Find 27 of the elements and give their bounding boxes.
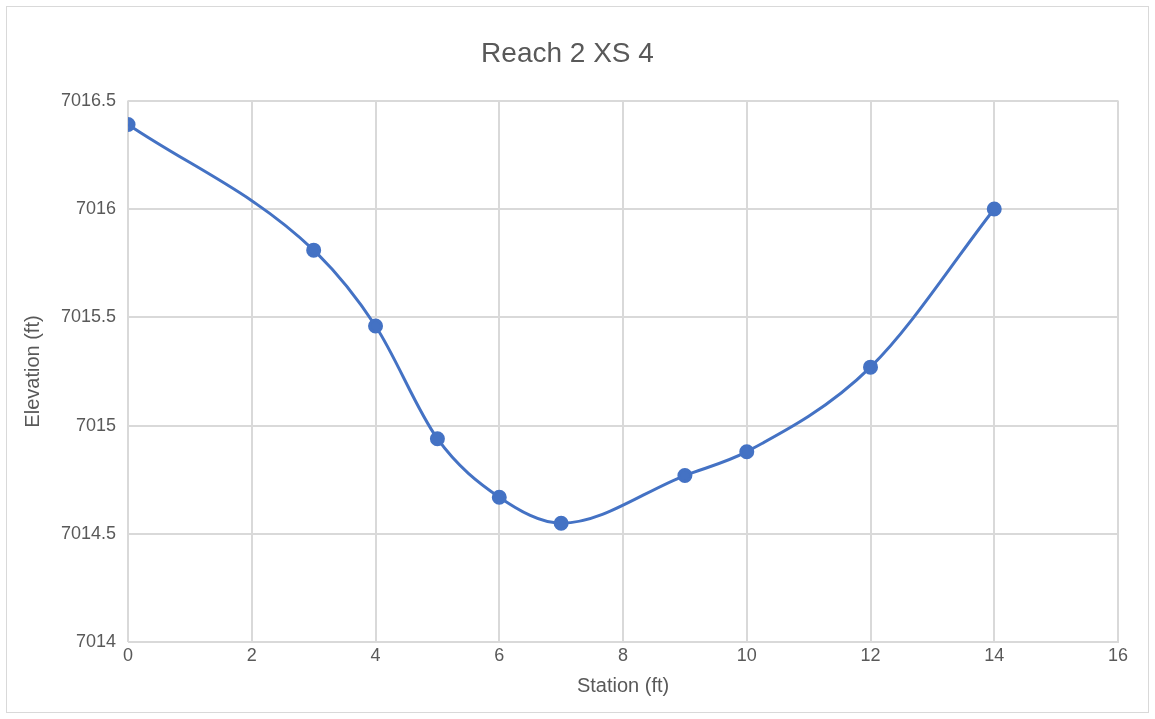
x-tick-label: 4 xyxy=(370,645,381,666)
point xyxy=(739,444,755,460)
point xyxy=(863,359,879,375)
point xyxy=(553,515,569,531)
x-tick-label: 12 xyxy=(860,645,881,666)
point xyxy=(677,468,693,484)
y-tick-label: 7014 xyxy=(76,631,117,652)
x-tick-label: 8 xyxy=(618,645,629,666)
x-tick-label: 6 xyxy=(494,645,505,666)
y-tick-label: 7015.5 xyxy=(60,306,117,327)
x-tick-label: 10 xyxy=(736,645,757,666)
x-tick-label: 16 xyxy=(1107,645,1129,666)
chart-title: Reach 2 XS 4 xyxy=(481,36,654,68)
point xyxy=(429,431,445,447)
x-axis-title: Station (ft) xyxy=(576,673,670,696)
y-tick-label: 7016 xyxy=(76,197,117,218)
x-tick-label: 2 xyxy=(246,645,257,666)
point xyxy=(491,489,507,505)
x-tick-label: 14 xyxy=(984,645,1005,666)
y-tick-label: 7014.5 xyxy=(60,523,117,544)
y-tick-label: 7016.5 xyxy=(60,89,117,110)
x-tick-label: 0 xyxy=(123,645,134,666)
point xyxy=(306,242,322,258)
point xyxy=(368,318,384,334)
point xyxy=(986,201,1002,217)
y-tick-label: 7015 xyxy=(76,414,117,435)
y-axis-title: Elevation (ft) xyxy=(20,315,43,428)
